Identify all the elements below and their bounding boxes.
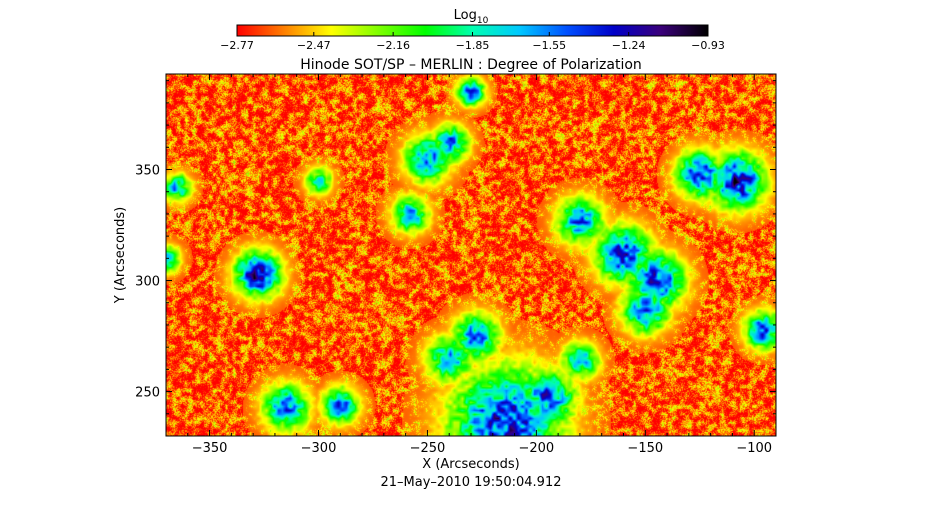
x-tick-label: −300 — [301, 441, 337, 456]
y-tick-label: 250 — [135, 386, 160, 401]
x-tick-label: −150 — [627, 441, 663, 456]
colorbar-tick-label: −1.24 — [612, 39, 646, 52]
colorbar-tick-label: −2.77 — [220, 39, 254, 52]
observation-timestamp: 21–May–2010 19:50:04.912 — [381, 475, 562, 490]
colorbar-tick-label: −1.55 — [532, 39, 566, 52]
y-tick-label: 350 — [135, 163, 160, 178]
y-axis: 250 300 350 — [135, 80, 776, 415]
y-axis-label: Y (Arcseconds) — [113, 207, 128, 304]
x-tick-label: −350 — [192, 441, 228, 456]
colorbar-ticks: −2.77 −2.47 −2.16 −1.85 −1.55 −1.24 −0.93 — [220, 32, 725, 52]
colorbar-tick-label: −0.93 — [691, 39, 725, 52]
x-tick-label: −250 — [410, 441, 446, 456]
colorbar-tick-label: −2.16 — [376, 39, 410, 52]
colorbar-label: Log10 — [454, 8, 489, 26]
plot-area — [165, 73, 777, 437]
x-tick-label: −200 — [518, 441, 554, 456]
colorbar-tick-label: −2.47 — [297, 39, 331, 52]
x-tick-label: −100 — [736, 441, 772, 456]
heatmap-image — [166, 74, 776, 436]
colorbar-tick-label: −1.85 — [456, 39, 490, 52]
chart-title: Hinode SOT/SP – MERLIN : Degree of Polar… — [300, 57, 642, 73]
x-axis-label: X (Arcseconds) — [422, 457, 519, 472]
y-tick-label: 300 — [135, 275, 160, 290]
x-axis: −350 −300 −250 −200 −150 −100 — [187, 74, 777, 456]
